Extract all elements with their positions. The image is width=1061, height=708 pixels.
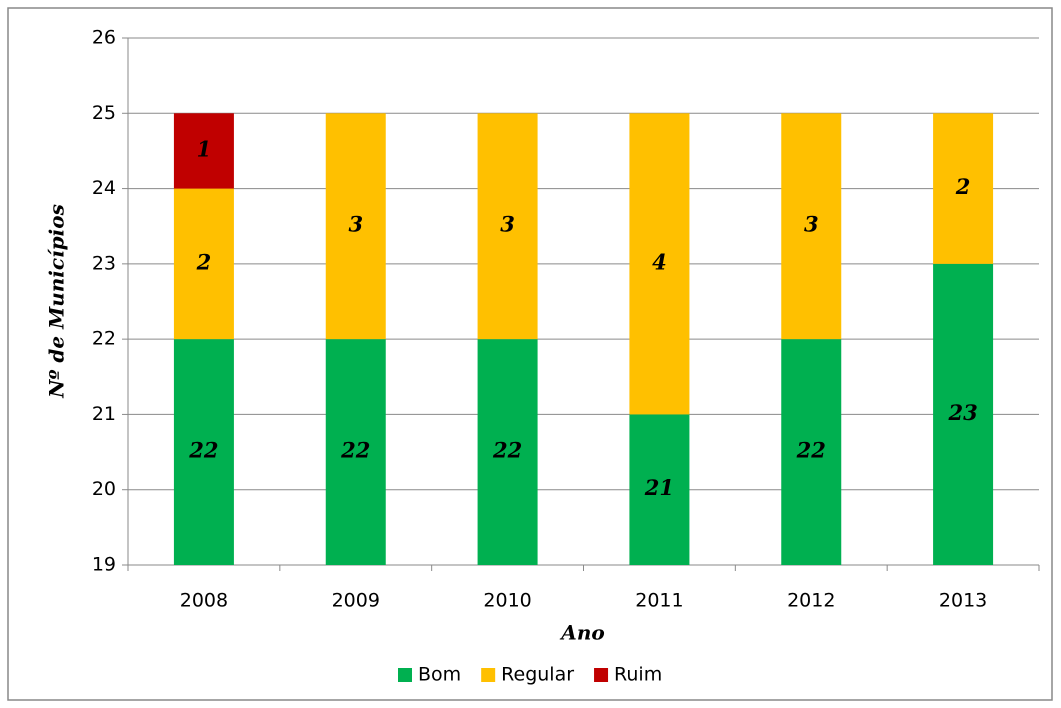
value-label: 22	[796, 438, 826, 463]
bar-segment	[477, 113, 538, 340]
bar-segment	[325, 113, 386, 340]
x-tick-label: 2013	[939, 590, 987, 612]
value-label: 2	[955, 174, 971, 199]
y-axis-title: Nº de Municípios	[45, 204, 69, 399]
legend-label: Regular	[501, 664, 574, 686]
bar-segment	[325, 339, 386, 565]
legend-swatch	[481, 668, 496, 682]
y-tick-label: 19	[92, 554, 116, 576]
value-label: 23	[947, 400, 977, 425]
value-label: 22	[492, 438, 522, 463]
bar-segment	[781, 113, 842, 340]
legend-swatch	[594, 668, 609, 682]
bar-segment	[477, 339, 538, 565]
value-label: 3	[500, 212, 515, 237]
bar-segment	[629, 113, 690, 415]
y-tick-label: 22	[92, 328, 116, 350]
value-label: 21	[644, 475, 674, 500]
x-tick-label: 2012	[787, 590, 835, 612]
value-label: 22	[188, 438, 218, 463]
y-tick-label: 25	[92, 102, 116, 124]
bar-segment	[781, 339, 842, 565]
value-label: 3	[804, 212, 819, 237]
legend-label: Bom	[418, 664, 461, 686]
bar-segment	[933, 263, 994, 565]
x-tick-label: 2011	[635, 590, 683, 612]
bar-segment	[173, 339, 234, 565]
x-tick-label: 2010	[483, 590, 531, 612]
bar-segment	[629, 414, 690, 565]
y-tick-label: 21	[92, 403, 116, 425]
y-tick-label: 23	[92, 252, 116, 274]
bar-segment	[173, 188, 234, 340]
x-axis-title: Ano	[559, 621, 604, 645]
bar-segment	[173, 113, 234, 189]
legend-swatch	[398, 668, 412, 682]
value-label: 2	[196, 249, 212, 274]
value-label: 3	[348, 212, 363, 237]
x-tick-label: 2009	[332, 590, 380, 612]
y-tick-label: 26	[92, 27, 116, 49]
y-tick-label: 20	[92, 478, 116, 500]
x-tick-label: 2008	[180, 590, 228, 612]
value-label: 1	[197, 136, 212, 161]
value-label: 4	[652, 249, 667, 274]
legend-label: Ruim	[614, 664, 662, 686]
bar-segment	[933, 113, 994, 264]
value-label: 22	[340, 438, 370, 463]
y-tick-label: 24	[92, 177, 116, 199]
